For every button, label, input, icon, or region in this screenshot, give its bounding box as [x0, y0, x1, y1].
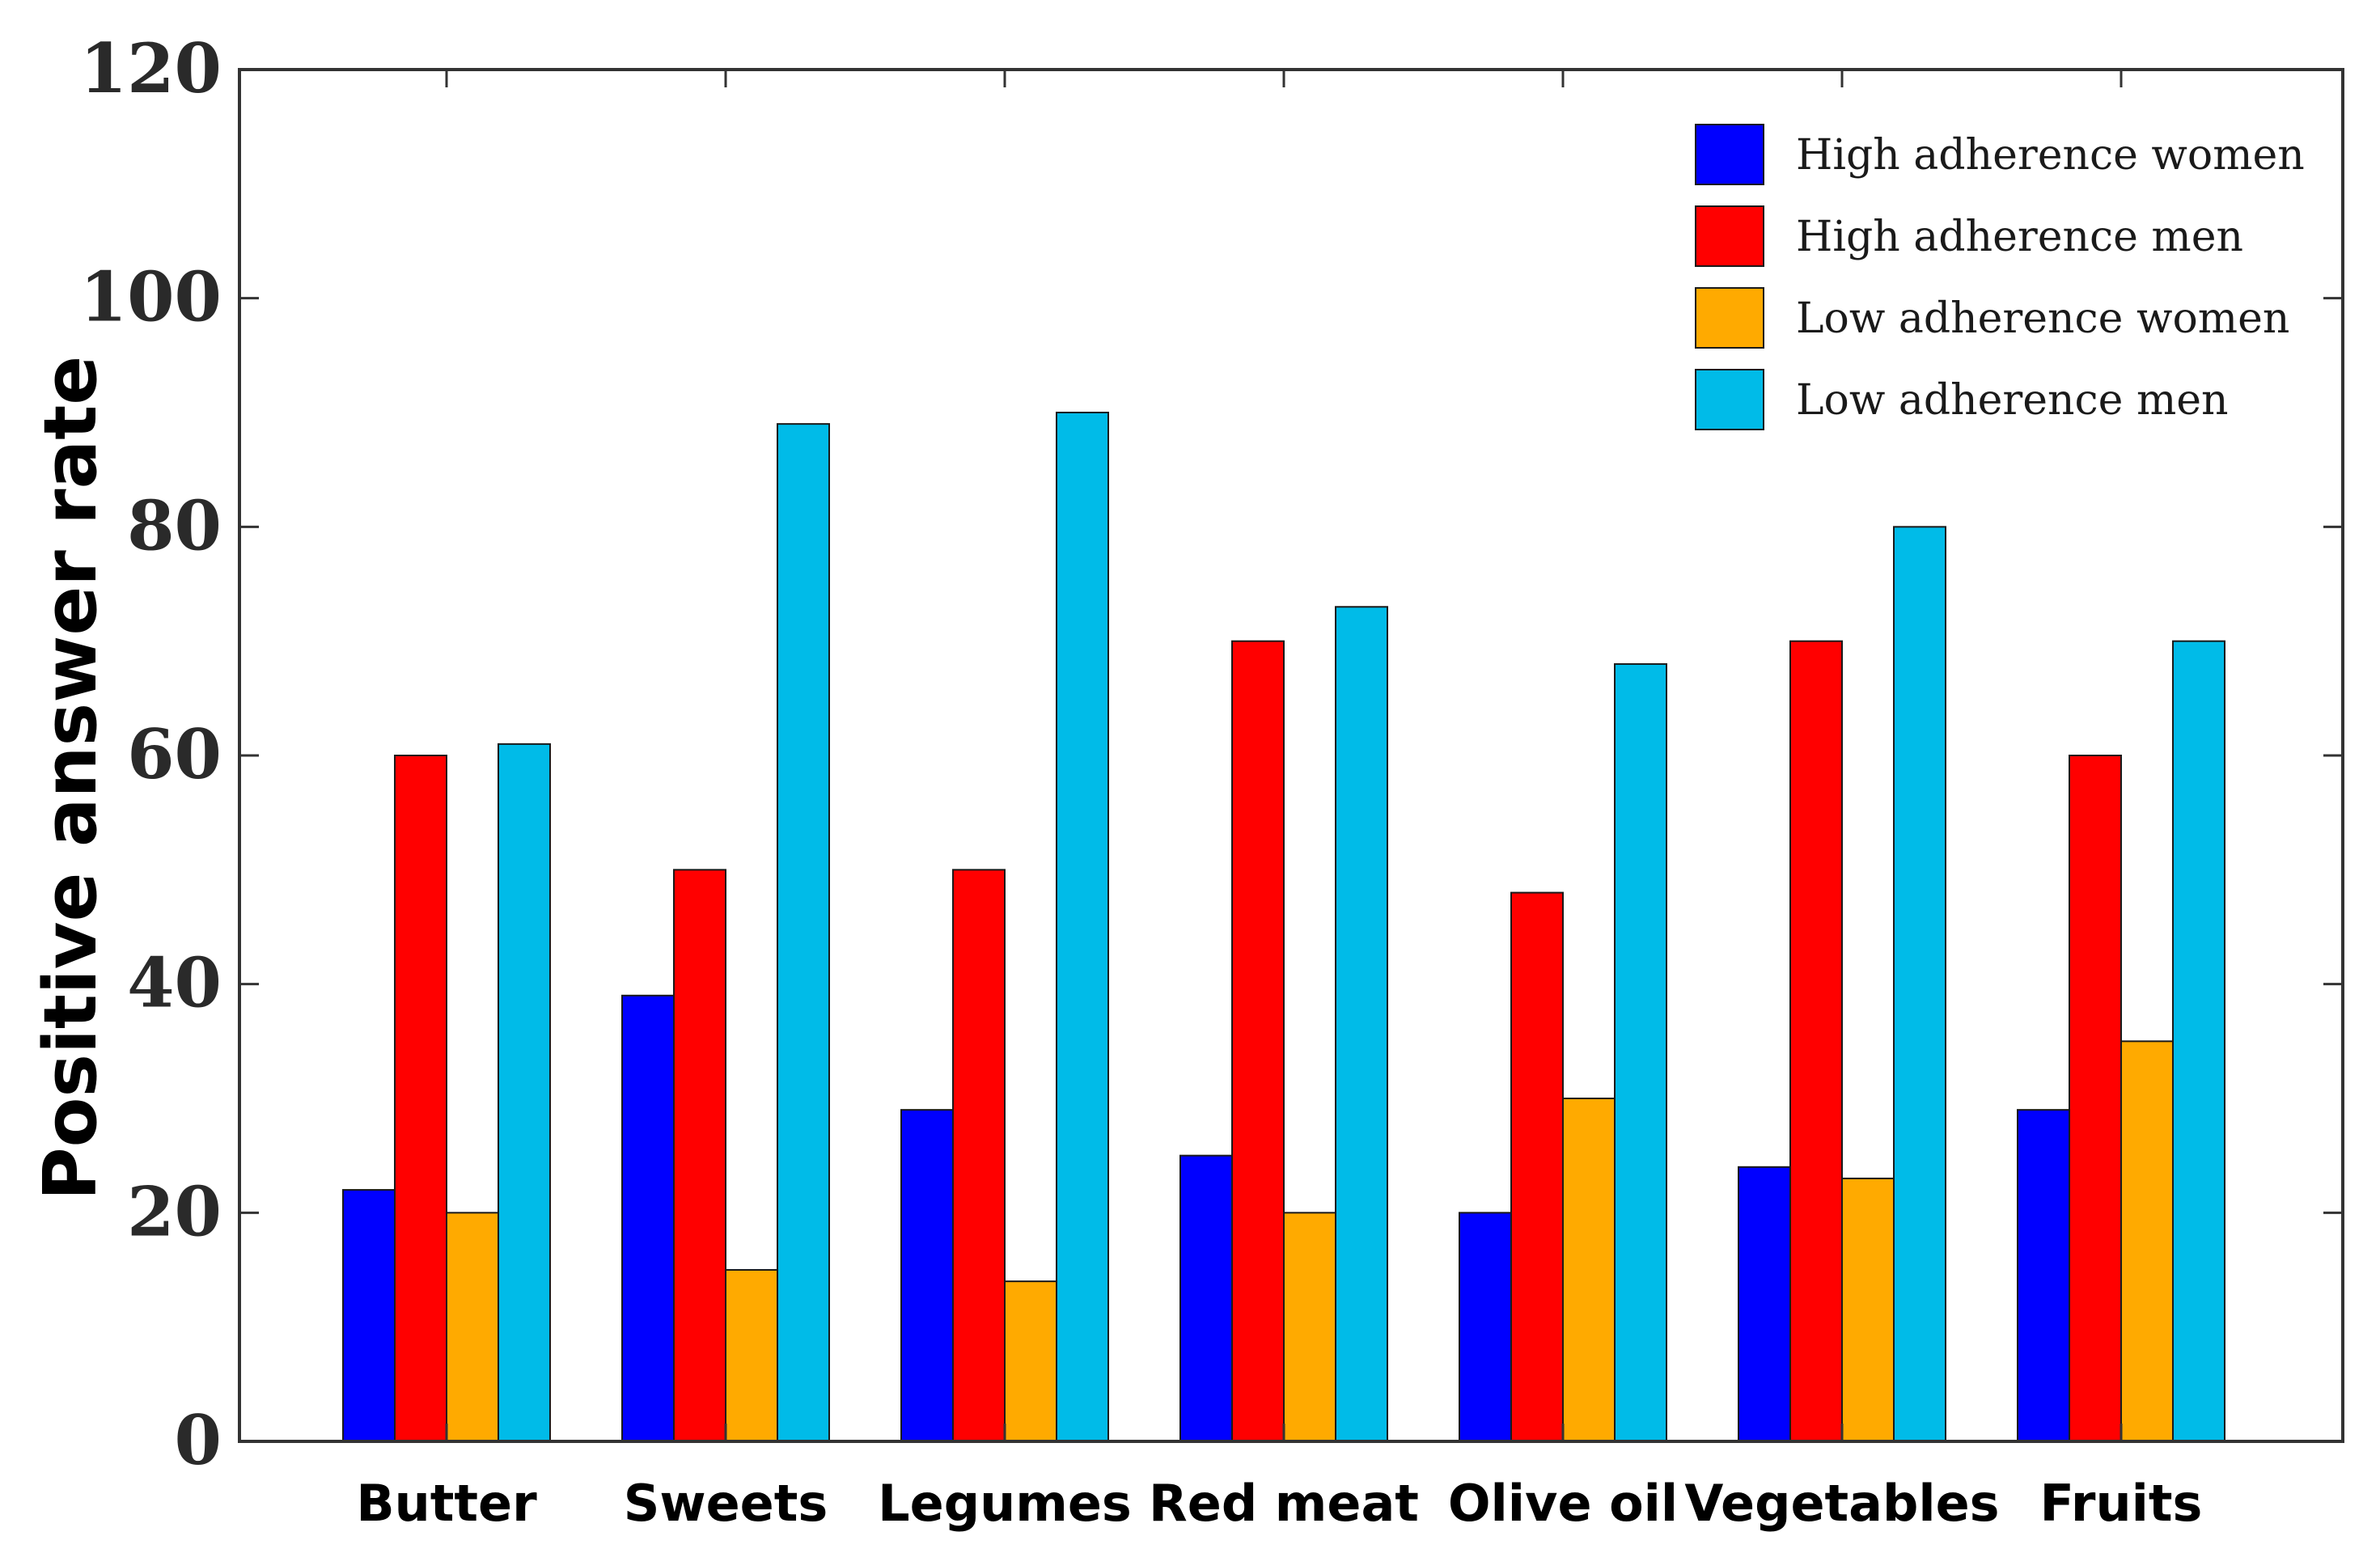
- bars-layer: [342, 412, 2225, 1443]
- legend-swatch-high-adherence-men: [1695, 205, 1764, 267]
- bar-vegetables-low-adherence-women: [1841, 1177, 1895, 1443]
- bar-olive-oil-high-adherence-men: [1510, 891, 1564, 1442]
- legend: High adherence women High adherence men Lo…: [1695, 124, 2305, 430]
- legend-swatch-high-adherence-women: [1695, 124, 1764, 185]
- bar-red-meat-high-adherence-women: [1179, 1154, 1233, 1442]
- bar-olive-oil-low-adherence-women: [1562, 1098, 1616, 1442]
- bar-fruits-high-adherence-men: [2069, 755, 2122, 1442]
- y-tick-label: 40: [127, 943, 222, 1023]
- y-tick-label: 0: [175, 1400, 222, 1480]
- x-tick-label: Legumes: [878, 1474, 1132, 1533]
- x-tick-label: Butter: [356, 1474, 537, 1533]
- bar-fruits-low-adherence-men: [2172, 640, 2225, 1442]
- bar-butter-low-adherence-men: [498, 743, 551, 1442]
- bar-sweets-low-adherence-men: [777, 423, 830, 1443]
- bar-sweets-high-adherence-men: [673, 869, 726, 1443]
- bar-sweets-low-adherence-women: [725, 1269, 778, 1442]
- bar-legumes-low-adherence-men: [1056, 412, 1109, 1442]
- y-tick-label: 100: [80, 257, 222, 337]
- x-tick-label: Sweets: [624, 1474, 828, 1533]
- bar-red-meat-low-adherence-women: [1283, 1212, 1336, 1443]
- bar-olive-oil-high-adherence-women: [1459, 1212, 1512, 1443]
- bar-fruits-low-adherence-women: [2120, 1040, 2174, 1443]
- bar-vegetables-low-adherence-men: [1893, 526, 1946, 1442]
- y-tick-label: 20: [127, 1171, 222, 1251]
- bar-legumes-low-adherence-women: [1004, 1280, 1057, 1442]
- legend-label-low-adherence-women: Low adherence women: [1796, 294, 2289, 343]
- bar-butter-high-adherence-men: [394, 755, 447, 1442]
- legend-swatch-low-adherence-men: [1695, 369, 1764, 430]
- x-tick-label: Fruits: [2040, 1474, 2203, 1533]
- bar-sweets-high-adherence-women: [621, 994, 675, 1443]
- bar-olive-oil-low-adherence-men: [1614, 662, 1667, 1442]
- x-tick-label: Red meat: [1149, 1474, 1419, 1533]
- bar-vegetables-high-adherence-men: [1789, 640, 1843, 1442]
- bar-butter-low-adherence-women: [446, 1212, 499, 1443]
- y-axis-label: Positive answer rate: [28, 356, 113, 1201]
- legend-label-high-adherence-women: High adherence women: [1796, 131, 2305, 180]
- y-tick-label: 60: [127, 714, 222, 794]
- y-tick-label: 120: [80, 28, 222, 108]
- bar-legumes-high-adherence-men: [952, 869, 1006, 1443]
- legend-swatch-low-adherence-women: [1695, 287, 1764, 349]
- bar-red-meat-low-adherence-men: [1335, 606, 1388, 1442]
- bar-legumes-high-adherence-women: [900, 1109, 954, 1442]
- labels-layer: Butter Sweets Legumes Red meat Olive oil Vege…: [80, 28, 2203, 1533]
- y-tick-label: 80: [127, 485, 222, 565]
- bar-red-meat-high-adherence-men: [1231, 640, 1285, 1442]
- bar-butter-high-adherence-women: [342, 1189, 396, 1442]
- ticks-layer: [239, 68, 2343, 1443]
- legend-label-high-adherence-men: High adherence men: [1796, 213, 2243, 261]
- x-tick-label: Olive oil: [1448, 1474, 1678, 1533]
- bar-vegetables-high-adherence-women: [1738, 1166, 1791, 1443]
- x-tick-label: Vegetables: [1684, 1474, 1999, 1533]
- bar-fruits-high-adherence-women: [2017, 1109, 2070, 1442]
- legend-label-low-adherence-men: Low adherence men: [1796, 376, 2229, 425]
